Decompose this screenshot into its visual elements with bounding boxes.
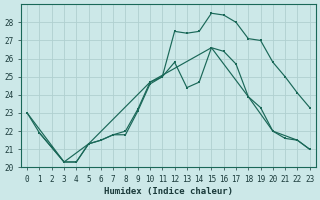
X-axis label: Humidex (Indice chaleur): Humidex (Indice chaleur) — [104, 187, 233, 196]
